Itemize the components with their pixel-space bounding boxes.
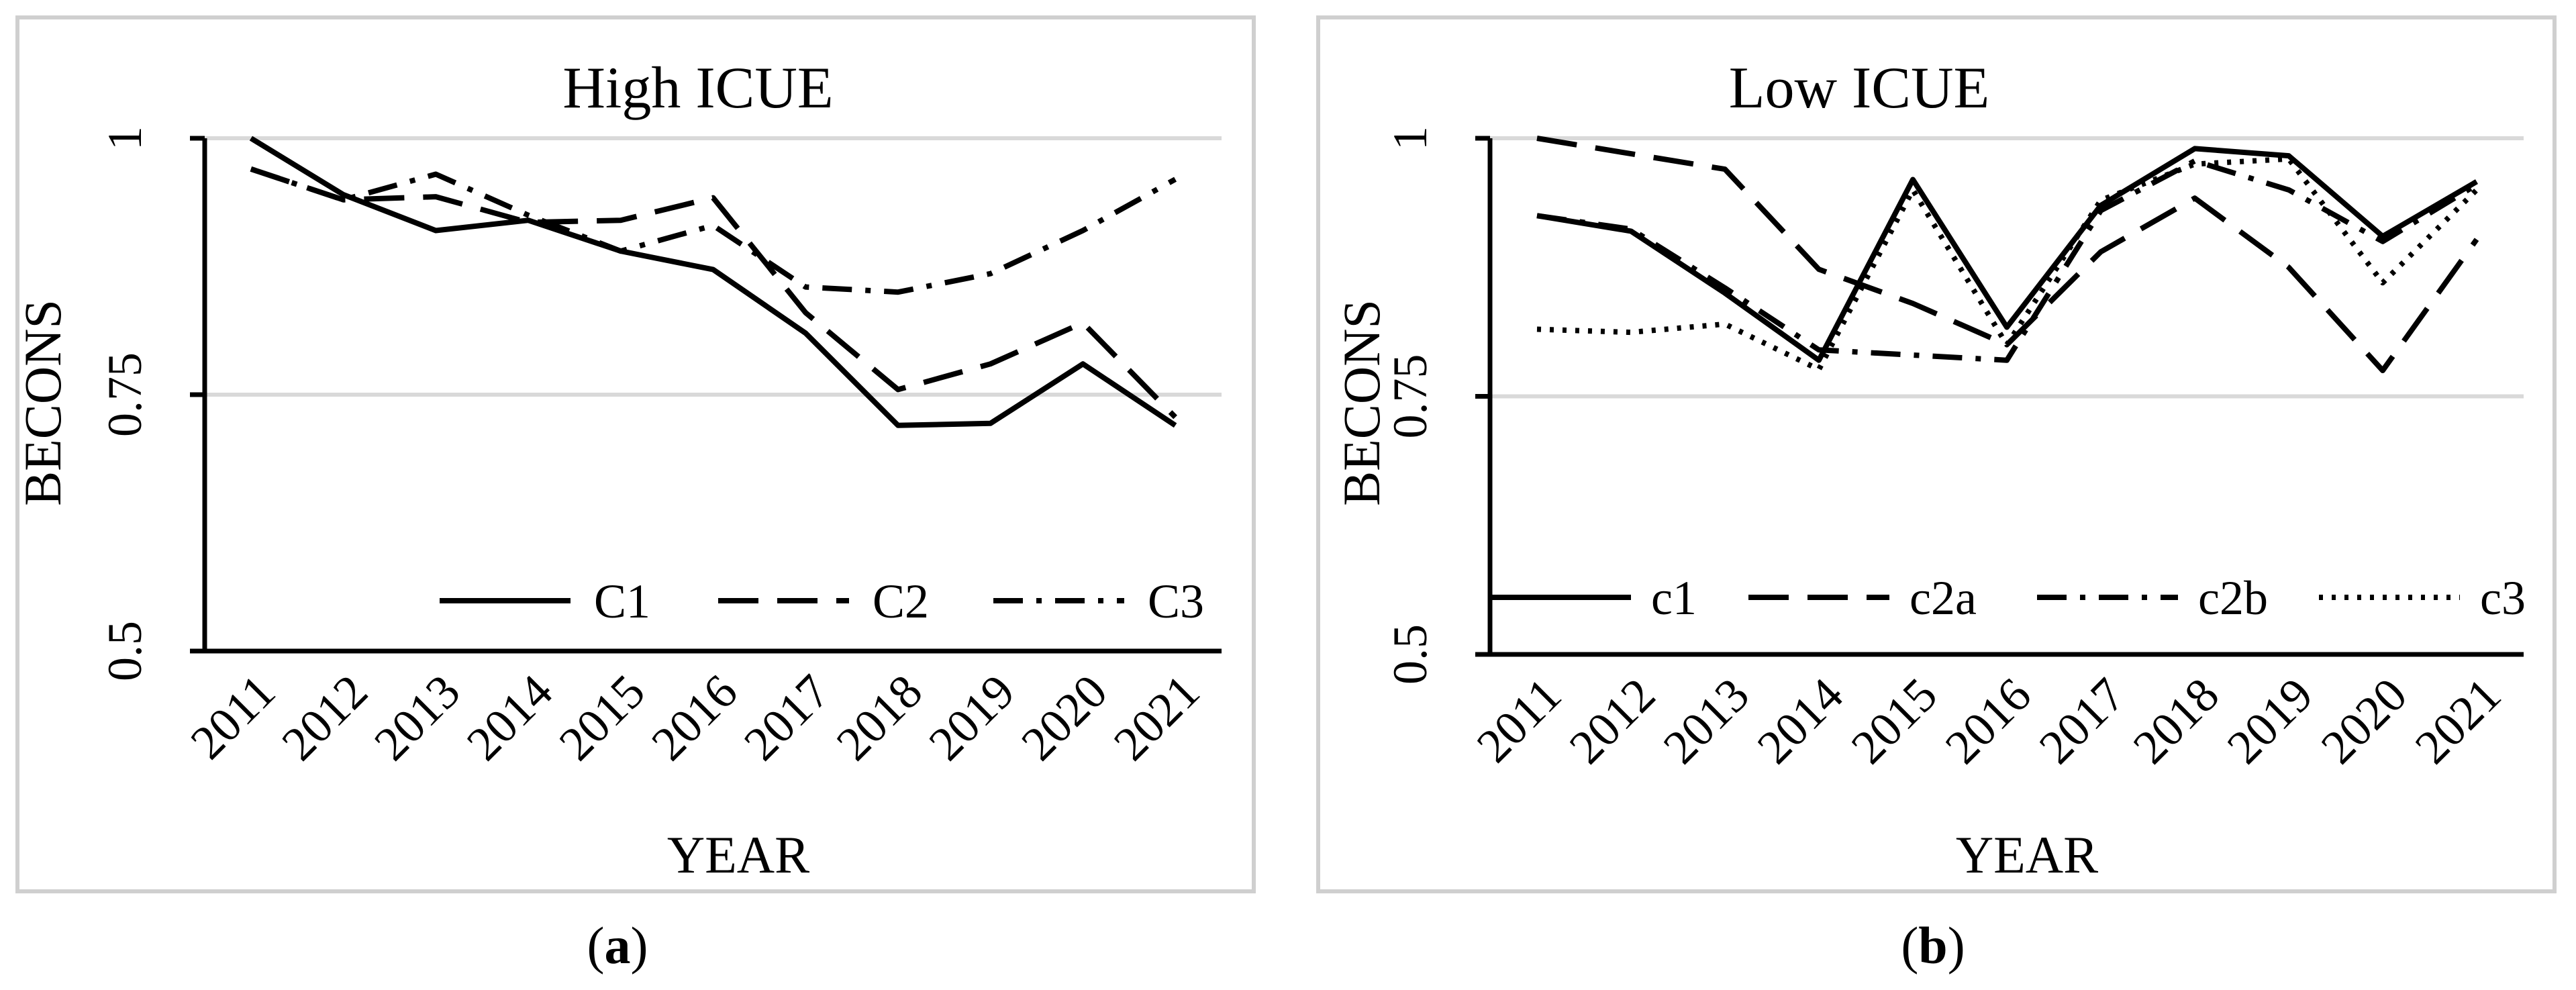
data-point-c2a-2011 bbox=[1535, 136, 1539, 140]
chart-panel-a: 0.50.75120112012201320142015201620172018… bbox=[13, 15, 1256, 893]
series-line-c2b bbox=[1536, 158, 2479, 363]
y-axis-title: BECONS bbox=[13, 299, 72, 506]
panel-caption: (b) bbox=[1901, 916, 1965, 975]
data-point-c3-2018 bbox=[2193, 162, 2197, 166]
data-point-C2-2019 bbox=[989, 362, 993, 366]
data-point-c2b-2011 bbox=[1535, 213, 1539, 217]
data-point-c2b-2021 bbox=[2475, 183, 2479, 187]
legend-label-C2: C2 bbox=[873, 575, 929, 628]
data-point-c1-2016 bbox=[2005, 325, 2009, 329]
data-point-C3-2020 bbox=[1081, 229, 1085, 233]
data-point-c3-2014 bbox=[1817, 368, 1821, 372]
data-point-c2a-2012 bbox=[1629, 152, 1633, 156]
data-point-c3-2019 bbox=[2287, 157, 2291, 161]
data-point-C2-2013 bbox=[434, 195, 438, 199]
data-point-C3-2016 bbox=[711, 224, 715, 228]
series-line-c3 bbox=[1536, 156, 2479, 373]
legend-label-c2b: c2b bbox=[2198, 571, 2268, 625]
series-line-c1 bbox=[1536, 146, 2479, 363]
data-point-C3-2014 bbox=[526, 213, 530, 217]
data-point-c3-2021 bbox=[2475, 188, 2479, 192]
y-tick-label: 1 bbox=[98, 126, 152, 150]
data-point-c2a-2019 bbox=[2287, 265, 2291, 269]
data-point-C1-2020 bbox=[1081, 362, 1085, 366]
data-point-c1-2015 bbox=[1911, 178, 1915, 182]
data-point-c2b-2013 bbox=[1723, 286, 1727, 290]
data-point-c3-2012 bbox=[1629, 330, 1633, 334]
x-axis-title: YEAR bbox=[667, 826, 809, 884]
data-point-C3-2017 bbox=[803, 285, 807, 289]
data-point-c2a-2017 bbox=[2099, 250, 2103, 254]
data-point-C2-2016 bbox=[711, 196, 715, 200]
data-point-c3-2011 bbox=[1535, 328, 1539, 332]
y-tick-label: 0.75 bbox=[98, 352, 152, 437]
y-tick-label: 0.5 bbox=[1383, 624, 1437, 685]
data-point-C3-2021 bbox=[1173, 177, 1177, 181]
data-point-C1-2016 bbox=[711, 268, 715, 272]
chart-title: High ICUE bbox=[562, 56, 833, 121]
data-point-c2b-2016 bbox=[2005, 358, 2009, 362]
data-point-C3-2019 bbox=[989, 272, 993, 276]
y-tick-label: 0.5 bbox=[98, 621, 152, 681]
data-point-c2b-2020 bbox=[2381, 240, 2385, 244]
data-point-c2a-2014 bbox=[1817, 267, 1821, 271]
chart-frame bbox=[1316, 15, 2557, 893]
data-point-C3-2018 bbox=[896, 290, 900, 294]
data-point-c2a-2021 bbox=[2475, 238, 2479, 242]
data-point-c3-2015 bbox=[1911, 188, 1915, 192]
data-point-C2-2014 bbox=[526, 220, 530, 224]
chart-title: Low ICUE bbox=[1729, 56, 1990, 121]
data-point-c3-2017 bbox=[2099, 198, 2103, 202]
data-point-C2-2018 bbox=[896, 387, 900, 391]
y-tick-label: 0.75 bbox=[1383, 354, 1437, 439]
data-point-c2b-2015 bbox=[1911, 353, 1915, 357]
data-point-c1-2018 bbox=[2193, 146, 2197, 150]
legend-label-C1: C1 bbox=[594, 575, 650, 628]
data-point-C1-2012 bbox=[342, 193, 346, 197]
data-point-c3-2016 bbox=[2005, 343, 2009, 347]
data-point-c2b-2012 bbox=[1629, 227, 1633, 231]
x-axis-title: YEAR bbox=[1956, 826, 2098, 884]
legend-label-c1: c1 bbox=[1651, 571, 1697, 625]
chart-frame bbox=[15, 15, 1256, 893]
chart-panel-b: 0.50.75120112012201320142015201620172018… bbox=[1316, 15, 2557, 893]
data-point-C2-2015 bbox=[619, 218, 623, 222]
series-line-C2 bbox=[250, 166, 1177, 419]
data-point-C2-2017 bbox=[803, 311, 807, 315]
data-point-C2-2020 bbox=[1081, 321, 1085, 325]
data-point-c3-2020 bbox=[2381, 281, 2385, 285]
series-line-C3 bbox=[250, 166, 1177, 295]
data-point-c2b-2017 bbox=[2099, 209, 2103, 213]
panel-caption: (a) bbox=[587, 916, 648, 975]
series-line-C1 bbox=[249, 136, 1177, 428]
data-point-c2a-2015 bbox=[1911, 301, 1915, 305]
data-point-C1-2017 bbox=[803, 331, 807, 335]
data-point-c2b-2019 bbox=[2287, 188, 2291, 192]
data-point-c2a-2020 bbox=[2381, 368, 2385, 373]
data-point-C1-2018 bbox=[896, 424, 900, 428]
data-point-C1-2019 bbox=[989, 422, 993, 426]
legend-label-c3: c3 bbox=[2480, 571, 2526, 625]
y-axis-title: BECONS bbox=[1332, 299, 1391, 506]
data-point-c1-2014 bbox=[1817, 358, 1821, 362]
data-point-C1-2021 bbox=[1173, 424, 1177, 428]
data-point-C3-2012 bbox=[342, 198, 346, 202]
data-point-C3-2011 bbox=[249, 167, 253, 171]
legend-label-c2a: c2a bbox=[1910, 571, 1977, 625]
data-point-C3-2015 bbox=[619, 249, 623, 253]
legend-label-C3: C3 bbox=[1148, 575, 1204, 628]
data-point-C3-2013 bbox=[434, 172, 438, 176]
data-point-c3-2013 bbox=[1723, 322, 1727, 326]
data-point-C1-2011 bbox=[249, 136, 253, 140]
data-point-C1-2013 bbox=[434, 229, 438, 233]
data-point-c2b-2014 bbox=[1817, 348, 1821, 352]
y-tick-label: 1 bbox=[1383, 126, 1437, 150]
data-point-C2-2021 bbox=[1173, 415, 1177, 419]
data-point-c2a-2018 bbox=[2193, 196, 2197, 200]
data-point-c2a-2013 bbox=[1723, 167, 1727, 171]
